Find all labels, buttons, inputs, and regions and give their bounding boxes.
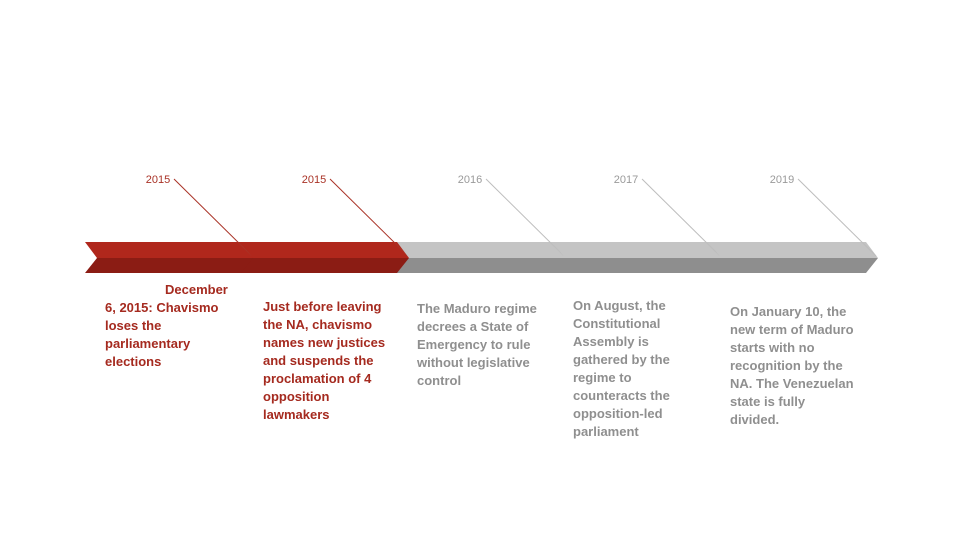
chevron-segment-2-bottom [241, 258, 410, 273]
leader-line-4 [641, 178, 721, 257]
chevron-segment-4-bottom [553, 258, 722, 273]
event-description-3: The Maduro regime decrees a State of Eme… [417, 301, 537, 388]
chevron-segment-2-top [241, 242, 410, 258]
year-label-1: 2015 [145, 174, 171, 186]
event-description-1: December 6, 2015: Chavismo loses the par… [105, 282, 228, 369]
year-label-2: 2015 [301, 174, 327, 186]
leader-line-2 [329, 178, 409, 257]
leader-line-3 [485, 178, 565, 257]
event-description-2: Just before leaving the NA, chavismo nam… [263, 299, 386, 422]
leader-line-5 [797, 178, 877, 257]
chevron-segment-3-top [397, 242, 566, 258]
leader-line-1 [173, 178, 253, 257]
year-label-4: 2017 [613, 174, 639, 186]
event-description-5: On January 10, the new term of Maduro st… [730, 304, 854, 427]
chevron-segment-5-top [709, 242, 878, 258]
event-description-4: On August, the Constitutional Assembly i… [573, 298, 670, 439]
year-label-5: 2019 [769, 174, 795, 186]
year-label-3: 2016 [457, 174, 483, 186]
chevron-segment-4-top [553, 242, 722, 258]
chevron-segment-3-bottom [397, 258, 566, 273]
chevron-segment-1-top [85, 242, 254, 258]
chevron-segment-5-bottom [709, 258, 878, 273]
chevron-segment-1-bottom [85, 258, 254, 273]
